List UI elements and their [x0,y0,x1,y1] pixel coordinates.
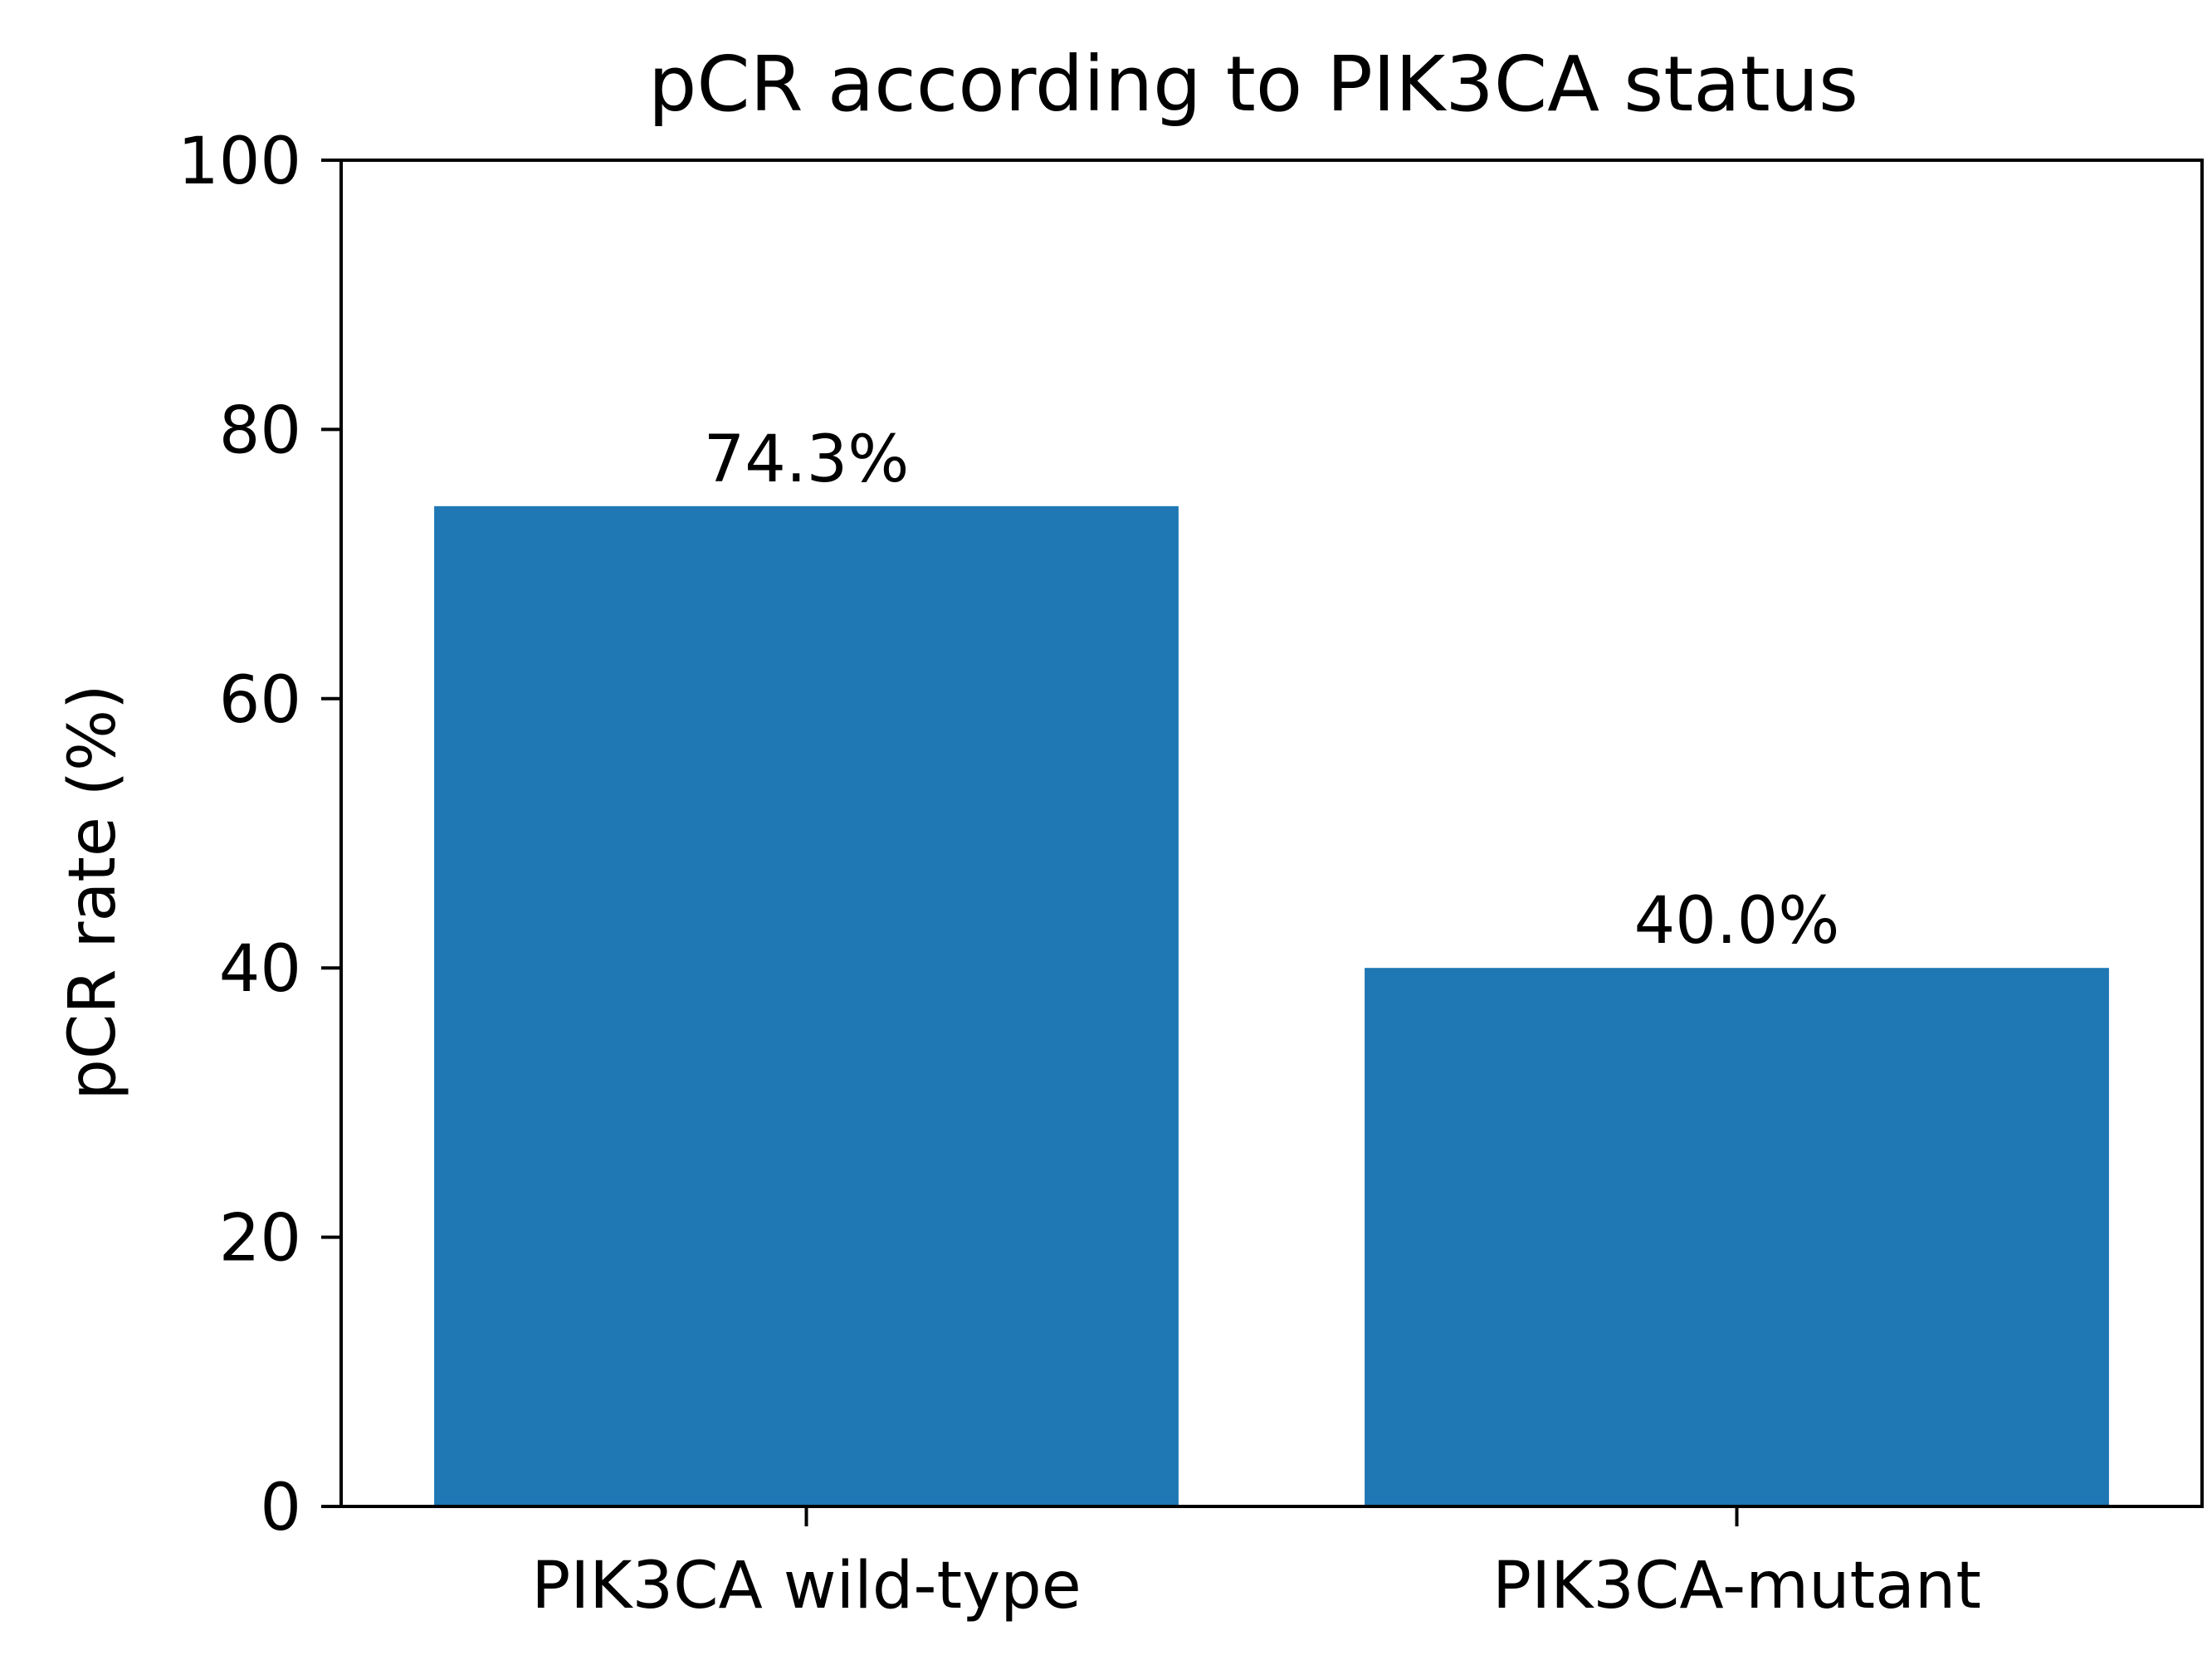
x-tick-label-1: PIK3CA-mutant [1492,1549,1981,1623]
y-tick-label-5: 100 [178,124,301,199]
bar-1 [1365,968,2109,1506]
bars-layer [434,505,2109,1506]
x-axis-ticks: PIK3CA wild-type PIK3CA-mutant [531,1506,1981,1623]
y-axis-label: pCR rate (%) [56,684,130,1100]
bar-labels-layer: 74.3% 40.0% [704,422,1840,959]
y-tick-label-0: 0 [260,1471,301,1545]
y-tick-label-2: 40 [219,932,301,1007]
y-tick-label-3: 60 [219,663,301,738]
bar-value-label-1: 40.0% [1634,884,1840,959]
chart-title: pCR according to PIK3CA status [648,40,1858,129]
x-tick-label-0: PIK3CA wild-type [531,1549,1081,1623]
plot-frame [339,159,2204,1508]
y-axis-ticks: 0 20 40 60 80 100 [178,124,341,1545]
y-tick-label-1: 20 [219,1202,301,1277]
y-tick-label-4: 80 [219,393,301,468]
bar-0 [434,505,1179,1506]
bar-value-label-0: 74.3% [704,422,910,497]
